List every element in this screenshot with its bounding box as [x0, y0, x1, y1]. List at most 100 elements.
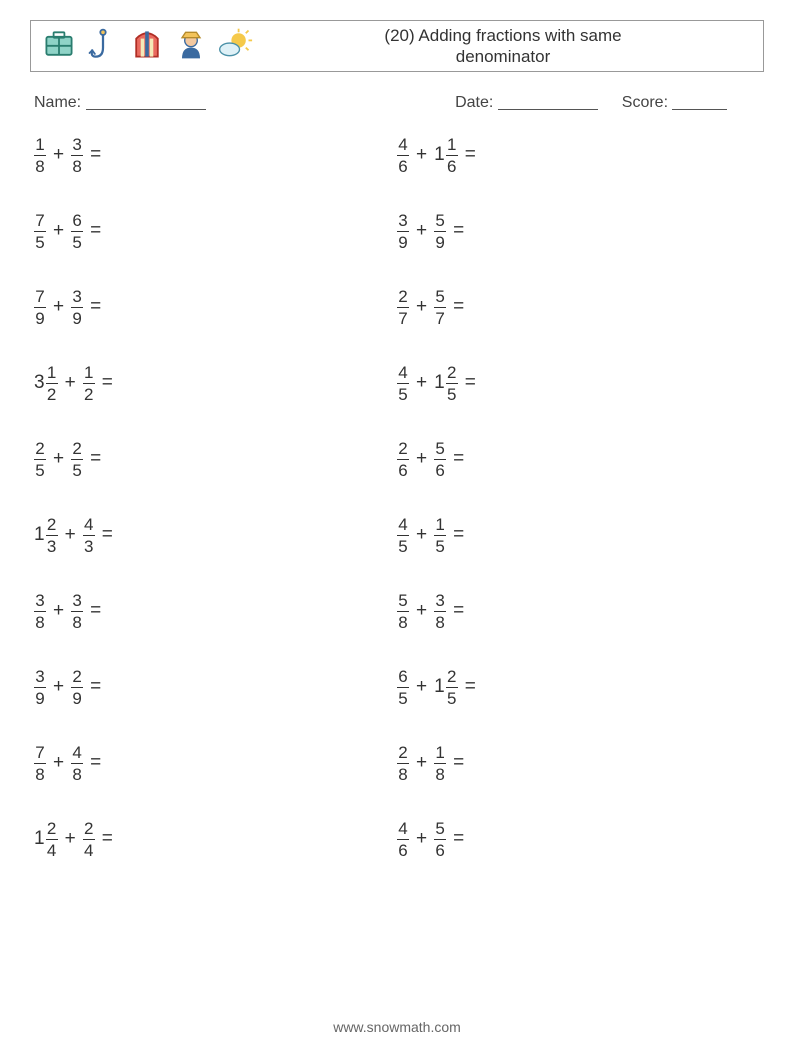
denominator: 8 [34, 611, 46, 631]
fraction: 58 [397, 592, 409, 631]
equals: = [95, 828, 113, 850]
equals: = [446, 752, 464, 774]
hook-icon [85, 26, 121, 67]
operator: + [46, 600, 71, 622]
equals: = [83, 676, 101, 698]
denominator: 3 [46, 535, 58, 555]
denominator: 6 [434, 839, 446, 859]
date-label: Date: [455, 94, 493, 111]
numerator: 2 [84, 820, 93, 839]
numerator: 7 [35, 288, 44, 307]
score-blank[interactable] [672, 93, 727, 110]
numerator: 2 [398, 744, 407, 763]
problem: 58+38= [397, 588, 760, 634]
operator: + [409, 372, 434, 394]
denominator: 9 [397, 231, 409, 251]
icon-strip [41, 26, 253, 67]
operator: + [46, 448, 71, 470]
numerator: 2 [447, 668, 456, 687]
sun-cloud-icon [217, 26, 253, 67]
numerator: 1 [447, 136, 456, 155]
problems-column-left: 18+38=75+65=79+39=312+12=25+25=123+43=38… [34, 132, 397, 862]
numerator: 1 [435, 744, 444, 763]
numerator: 3 [435, 592, 444, 611]
fraction: 39 [34, 668, 46, 707]
equals: = [95, 524, 113, 546]
denominator: 8 [434, 763, 446, 783]
equals: = [458, 372, 476, 394]
briefcase-icon [41, 26, 77, 67]
problem: 45+125= [397, 360, 760, 406]
numerator: 5 [435, 212, 444, 231]
numerator: 1 [84, 364, 93, 383]
fraction: 12 [46, 364, 58, 403]
fraction: 38 [434, 592, 446, 631]
fraction: 75 [34, 212, 46, 251]
fraction: 39 [397, 212, 409, 251]
problem: 46+116= [397, 132, 760, 178]
denominator: 5 [434, 535, 446, 555]
whole-number: 1 [434, 372, 446, 394]
denominator: 6 [397, 155, 409, 175]
numerator: 7 [35, 744, 44, 763]
denominator: 9 [34, 307, 46, 327]
operator: + [409, 828, 434, 850]
equals: = [83, 220, 101, 242]
denominator: 8 [397, 611, 409, 631]
denominator: 8 [34, 763, 46, 783]
equals: = [83, 752, 101, 774]
denominator: 7 [434, 307, 446, 327]
problem: 45+15= [397, 512, 760, 558]
problem: 18+38= [34, 132, 397, 178]
fraction: 25 [446, 668, 458, 707]
numerator: 5 [435, 820, 444, 839]
title-line2: denominator [456, 47, 551, 66]
whole-number: 1 [34, 828, 46, 850]
problem: 27+57= [397, 284, 760, 330]
operator: + [46, 752, 71, 774]
numerator: 2 [72, 440, 81, 459]
denominator: 5 [71, 231, 83, 251]
denominator: 3 [83, 535, 95, 555]
problem: 25+25= [34, 436, 397, 482]
numerator: 6 [398, 668, 407, 687]
problems-grid: 18+38=75+65=79+39=312+12=25+25=123+43=38… [30, 132, 764, 862]
operator: + [409, 220, 434, 242]
fraction: 43 [83, 516, 95, 555]
equals: = [83, 296, 101, 318]
fraction: 39 [71, 288, 83, 327]
whole-number: 1 [434, 676, 446, 698]
numerator: 3 [72, 288, 81, 307]
denominator: 5 [71, 459, 83, 479]
denominator: 5 [34, 231, 46, 251]
fraction: 45 [397, 364, 409, 403]
problem: 123+43= [34, 512, 397, 558]
numerator: 2 [398, 288, 407, 307]
fraction: 29 [71, 668, 83, 707]
equals: = [446, 828, 464, 850]
denominator: 4 [83, 839, 95, 859]
operator: + [409, 752, 434, 774]
footer-text: www.snowmath.com [333, 1019, 461, 1035]
numerator: 4 [398, 820, 407, 839]
name-blank[interactable] [86, 93, 206, 110]
numerator: 3 [398, 212, 407, 231]
fraction: 78 [34, 744, 46, 783]
fraction: 24 [46, 820, 58, 859]
numerator: 4 [398, 136, 407, 155]
operator: + [58, 524, 83, 546]
shelter-icon [129, 26, 165, 67]
equals: = [83, 144, 101, 166]
fraction: 18 [434, 744, 446, 783]
numerator: 3 [72, 592, 81, 611]
person-icon [173, 26, 209, 67]
fraction: 56 [434, 820, 446, 859]
denominator: 5 [446, 383, 458, 403]
numerator: 2 [72, 668, 81, 687]
denominator: 5 [397, 535, 409, 555]
problem: 39+29= [34, 664, 397, 710]
fraction: 59 [434, 212, 446, 251]
numerator: 2 [447, 364, 456, 383]
date-blank[interactable] [498, 93, 598, 110]
fraction: 56 [434, 440, 446, 479]
